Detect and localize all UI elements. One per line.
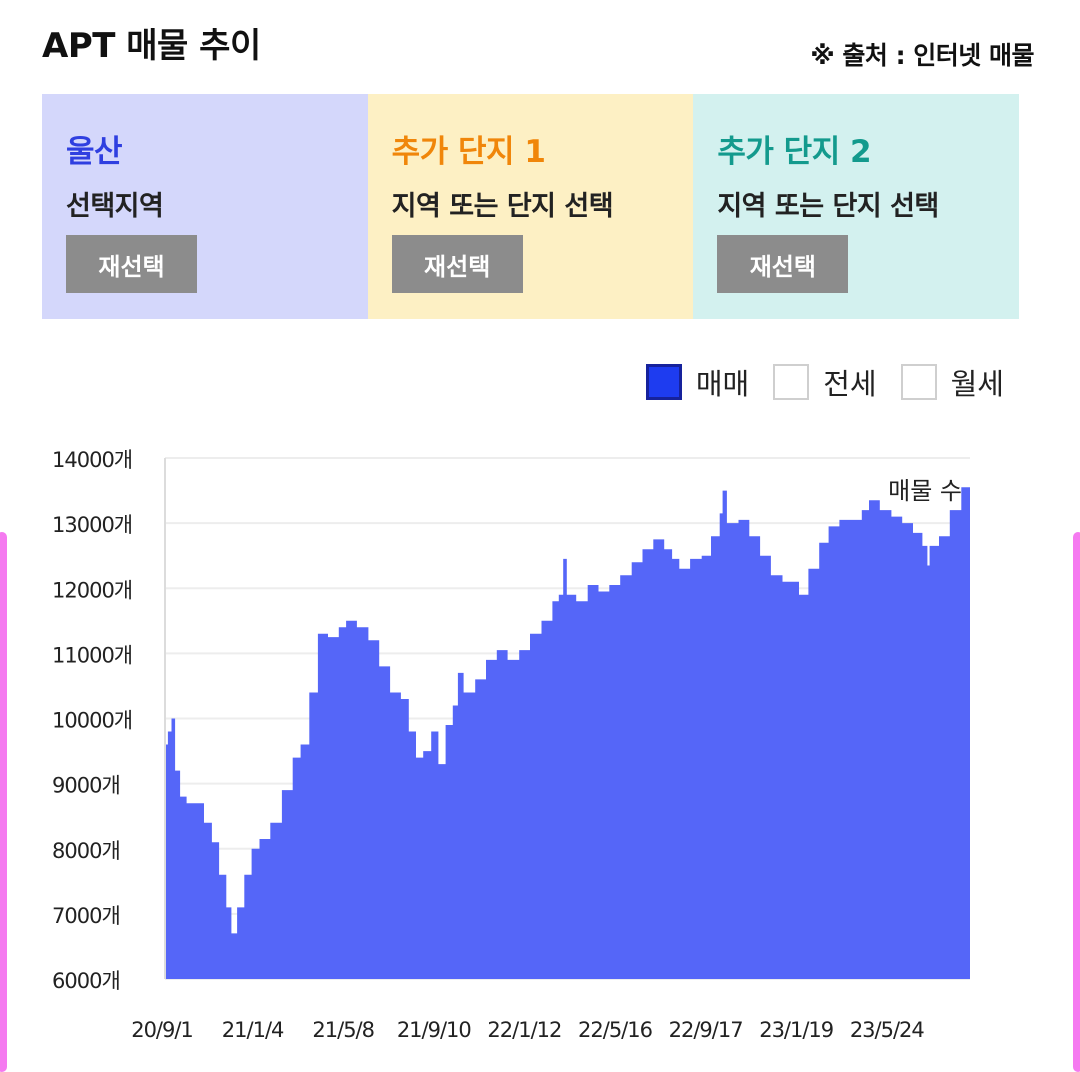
- legend-item-monthly[interactable]: 월세: [900, 361, 1004, 403]
- x-tick-label: 21/5/8: [312, 1018, 374, 1042]
- region-card-extra-2: 추가 단지 2 지역 또는 단지 선택 재선택: [693, 94, 1020, 319]
- x-tick-label: 21/9/10: [397, 1018, 471, 1042]
- y-tick-label: 7000개: [52, 904, 120, 928]
- region-card-title: 추가 단지 1: [391, 134, 546, 170]
- y-tick-label: 13000개: [52, 513, 132, 537]
- reselect-button[interactable]: 재선택: [717, 235, 849, 293]
- region-card-subtitle: 지역 또는 단지 선택: [717, 191, 939, 222]
- region-card-subtitle: 지역 또는 단지 선택: [391, 191, 614, 222]
- y-tick-label: 8000개: [52, 839, 120, 863]
- reselect-button[interactable]: 재선택: [391, 235, 523, 293]
- region-card-title: 울산: [66, 134, 123, 170]
- series-annotation: 매물 수: [888, 477, 962, 505]
- scroll-edge-left: [0, 532, 7, 1072]
- x-tick-label: 22/9/17: [669, 1018, 743, 1042]
- scroll-edge-right: [1073, 532, 1080, 1072]
- y-tick-label: 11000개: [52, 643, 132, 667]
- region-card-subtitle: 선택지역: [66, 191, 164, 222]
- legend-label: 월세: [950, 367, 1004, 401]
- x-tick-label: 23/5/24: [850, 1018, 925, 1042]
- y-tick-label: 6000개: [52, 969, 120, 993]
- y-axis-ticks: 6000개 7000개 8000개 9000개 10000개 11000개 12000개 13…: [52, 448, 133, 993]
- checkbox-jeonse[interactable]: [773, 364, 810, 400]
- x-tick-label: 21/1/4: [222, 1018, 284, 1042]
- x-tick-label: 20/9/1: [131, 1018, 193, 1042]
- x-tick-label: 22/1/12: [487, 1018, 561, 1042]
- checkbox-monthly[interactable]: [900, 364, 937, 400]
- y-tick-label: 12000개: [52, 578, 132, 602]
- legend-item-sale[interactable]: 매매: [645, 361, 750, 403]
- listing-trend-chart: 6000개 7000개 8000개 9000개 10000개 11000개 12000개 13…: [52, 448, 970, 1042]
- region-card-extra-1: 추가 단지 1 지역 또는 단지 선택 재선택: [367, 94, 694, 319]
- x-tick-label: 22/5/16: [578, 1018, 653, 1042]
- checkbox-sale[interactable]: [645, 364, 682, 400]
- x-axis-ticks: 20/9/1 21/1/4 21/5/8 21/9/10 22/1/12 22/5/16 2…: [131, 1018, 925, 1042]
- region-selector: 울산 선택지역 재선택 추가 단지 1 지역 또는 단지 선택 재선택 추가 단…: [42, 94, 1020, 319]
- reselect-button[interactable]: 재선택: [66, 235, 197, 293]
- legend-label: 전세: [823, 367, 877, 401]
- region-card-title: 추가 단지 2: [717, 134, 872, 170]
- x-tick-label: 23/1/19: [759, 1018, 833, 1042]
- deal-type-legend: 매매 전세 월세: [622, 361, 1004, 403]
- region-card-main: 울산 선택지역 재선택: [42, 94, 368, 319]
- source-note: ※ 출처 : 인터넷 매물: [810, 41, 1034, 70]
- y-tick-label: 10000개: [52, 709, 132, 733]
- page-title: APT 매물 추이: [42, 26, 261, 66]
- y-tick-label: 9000개: [52, 774, 120, 798]
- series-area-sale: [165, 480, 970, 979]
- y-tick-label: 14000개: [52, 448, 132, 472]
- legend-label: 매매: [695, 367, 750, 401]
- legend-item-jeonse[interactable]: 전세: [773, 361, 877, 403]
